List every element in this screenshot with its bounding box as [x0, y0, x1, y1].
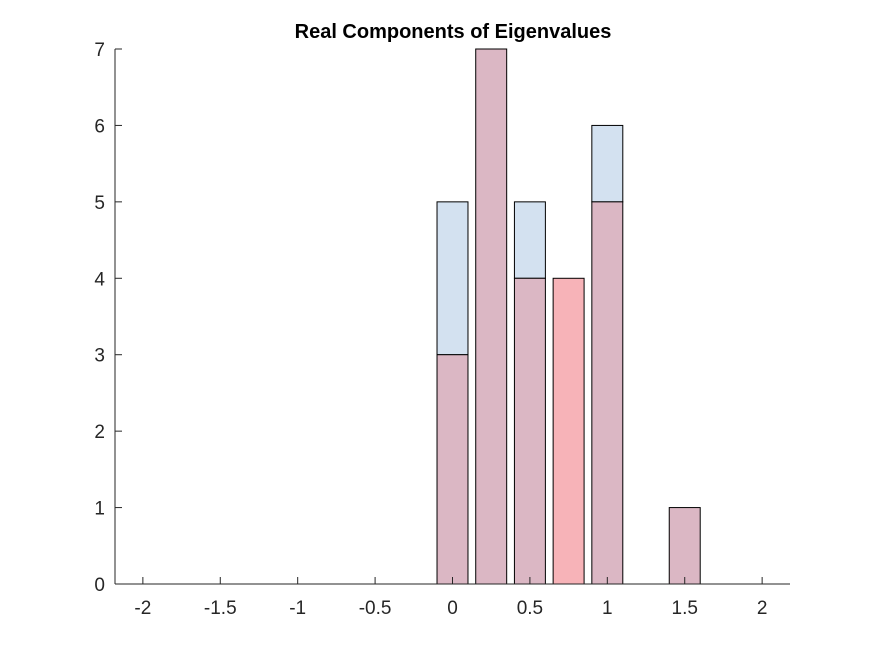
x-tick-label: 0.5 [517, 598, 543, 619]
y-tick-label: 1 [94, 499, 105, 520]
x-tick-label: 0 [447, 598, 458, 619]
bar-overlap-12 [591, 201, 624, 585]
x-tick-label: -2 [134, 598, 151, 619]
y-tick-label: 6 [94, 116, 105, 137]
x-tick-label: -1.5 [204, 598, 237, 619]
bar-excess-11 [552, 277, 585, 585]
bars [127, 48, 778, 585]
y-tick-label: 2 [94, 422, 105, 443]
bar-overlap-14 [668, 507, 701, 585]
y-tick-label: 4 [94, 269, 105, 290]
x-tick-label: 1 [602, 598, 613, 619]
bar-overlap-10 [513, 277, 546, 585]
x-tick-label: 1.5 [672, 598, 698, 619]
y-tick-label: 3 [94, 346, 105, 367]
chart-title: Real Components of Eigenvalues [295, 21, 612, 43]
x-tick-label: 2 [757, 598, 768, 619]
y-tick-label: 7 [94, 40, 105, 61]
y-tick-label: 5 [94, 193, 105, 214]
axes: -2 -1.5 -1 -0.5 0 0.5 1 1.5 2 0 1 2 3 4 5 6 7 [94, 40, 790, 619]
bar-overlap-8 [436, 354, 469, 585]
bar-excess-8 [436, 201, 469, 356]
bar-excess-10 [513, 201, 546, 279]
x-tick-label: -0.5 [359, 598, 392, 619]
x-tick-label: -1 [289, 598, 306, 619]
bar-overlap-9 [475, 48, 508, 585]
y-tick-label: 0 [94, 575, 105, 596]
bar-excess-12 [591, 124, 624, 203]
